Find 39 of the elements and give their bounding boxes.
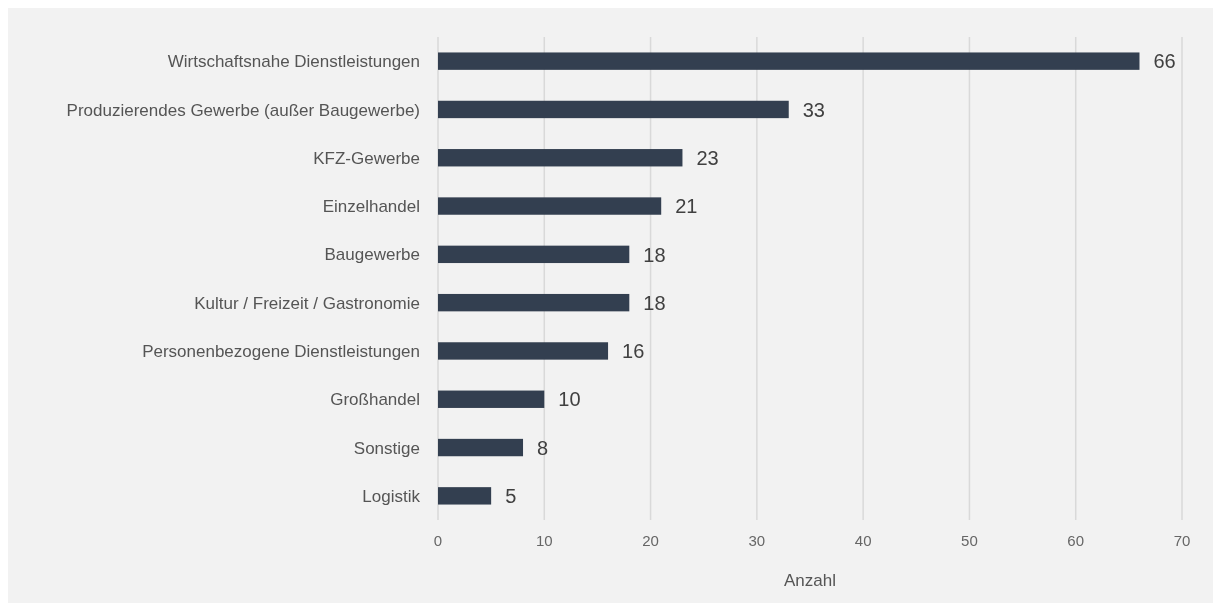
bar — [438, 100, 789, 119]
y-tick-label: Einzelhandel — [322, 197, 420, 217]
x-tick-label: 0 — [433, 532, 443, 549]
y-tick-label: Kultur / Freizeit / Gastronomie — [194, 293, 420, 313]
bar — [438, 390, 545, 408]
y-tick-label: Baugewerbe — [324, 245, 420, 265]
x-tick-label: 30 — [748, 532, 766, 549]
x-tick-label: 20 — [642, 532, 659, 549]
y-tick-label: Großhandel — [330, 390, 420, 410]
y-tick-label: KFZ-Gewerbe — [313, 148, 420, 168]
data-label: 8 — [537, 436, 549, 459]
data-label: 18 — [643, 291, 666, 314]
bar — [438, 245, 630, 264]
x-tick-label: 60 — [1067, 532, 1085, 549]
bar — [438, 487, 492, 505]
data-label: 21 — [675, 195, 698, 218]
data-label: 18 — [643, 243, 666, 266]
y-tick-label: Logistik — [362, 486, 421, 506]
data-label: 23 — [696, 146, 719, 169]
y-tick-label: Personenbezogene Dienstleistungen — [142, 342, 420, 362]
y-tick-label: Produzierendes Gewerbe (außer Baugewerbe) — [66, 100, 420, 120]
bar — [438, 197, 662, 215]
bar — [438, 342, 609, 360]
data-label: 33 — [802, 98, 825, 121]
x-axis-title: Anzahl — [784, 571, 836, 590]
bar — [438, 438, 524, 457]
x-tick-label: 50 — [961, 532, 978, 549]
bar — [438, 52, 1140, 70]
data-label: 16 — [622, 340, 645, 363]
x-tick-label: 70 — [1173, 532, 1191, 549]
data-label: 66 — [1153, 50, 1176, 73]
x-tick-label: 40 — [854, 532, 872, 549]
x-tick-label: 10 — [535, 532, 553, 549]
bar — [438, 293, 630, 312]
data-label: 5 — [505, 485, 517, 508]
data-label: 10 — [558, 388, 581, 411]
bar — [438, 149, 683, 167]
y-tick-label: Wirtschaftsnahe Dienstleistungen — [167, 52, 420, 72]
y-tick-label: Sonstige — [353, 438, 420, 458]
